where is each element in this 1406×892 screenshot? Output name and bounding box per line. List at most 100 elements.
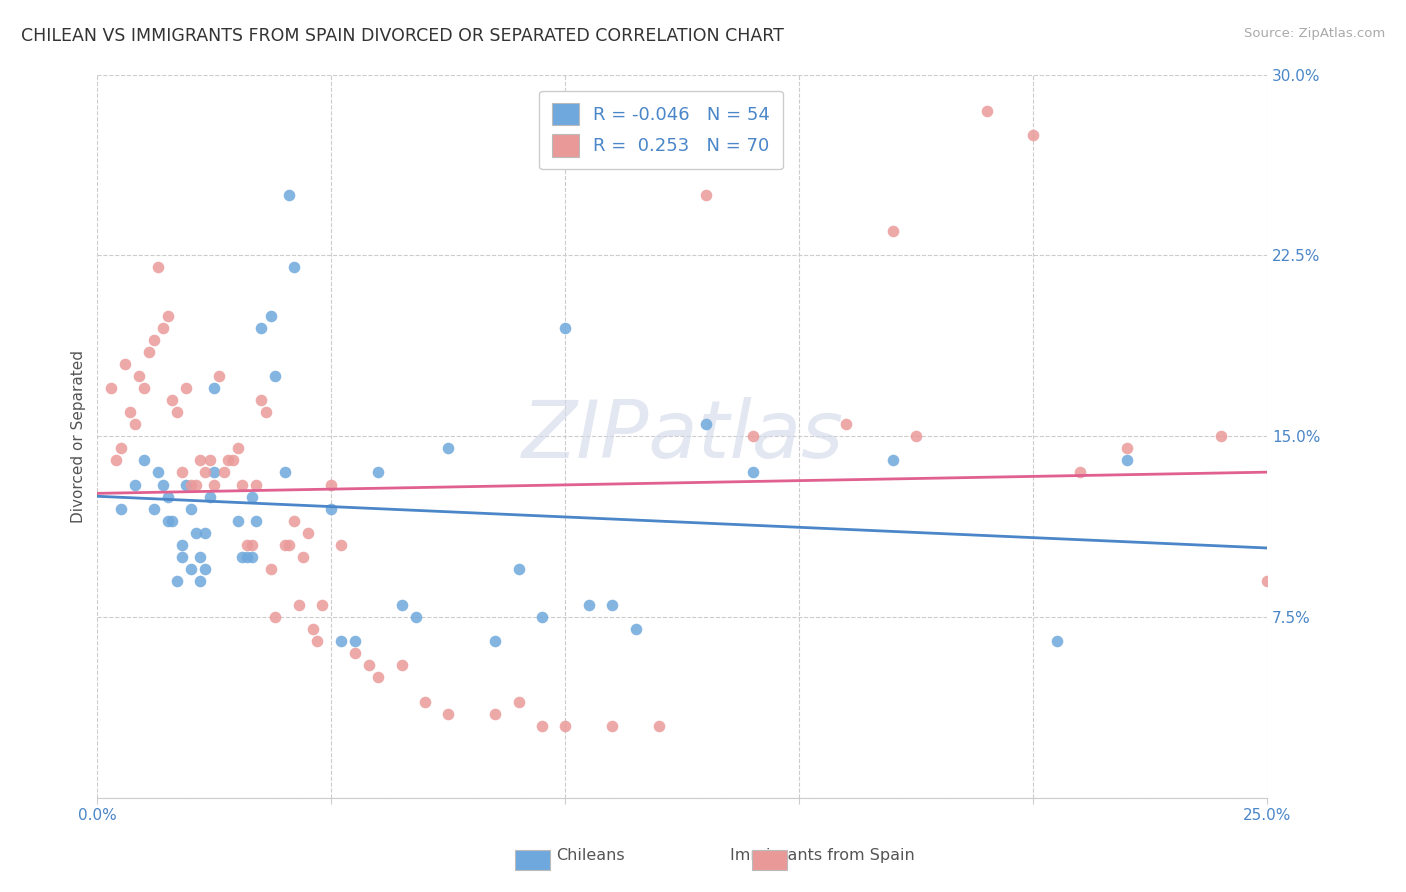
Point: [120, 405, 142, 419]
Point: [437, 706, 460, 721]
Point: [142, 501, 165, 516]
Point: [530, 610, 553, 624]
Point: [259, 309, 281, 323]
Point: [156, 309, 179, 323]
Point: [160, 393, 183, 408]
Point: [600, 598, 623, 612]
Point: [367, 670, 389, 684]
Point: [391, 658, 413, 673]
Point: [222, 453, 245, 467]
Point: [170, 549, 193, 564]
Point: [578, 598, 600, 612]
Point: [184, 525, 207, 540]
Point: [250, 393, 273, 408]
Point: [976, 103, 998, 118]
Point: [437, 442, 460, 456]
Point: [508, 695, 530, 709]
Point: [208, 369, 231, 384]
Point: [110, 501, 132, 516]
Point: [142, 333, 165, 347]
Point: [905, 429, 928, 443]
Point: [343, 634, 366, 648]
Point: [278, 188, 301, 202]
Point: [128, 369, 150, 384]
Point: [198, 490, 221, 504]
Point: [156, 490, 179, 504]
Point: [134, 381, 156, 395]
Point: [170, 466, 193, 480]
Point: [1116, 453, 1139, 467]
Point: [484, 634, 506, 648]
Point: [202, 477, 225, 491]
Text: Chileans: Chileans: [557, 848, 624, 863]
Text: ZIPatlas: ZIPatlas: [522, 397, 844, 475]
Point: [240, 490, 263, 504]
Point: [226, 514, 249, 528]
Point: [226, 442, 249, 456]
Point: [134, 453, 156, 467]
Point: [835, 417, 858, 432]
Point: [741, 429, 763, 443]
Point: [357, 658, 380, 673]
Point: [166, 574, 188, 588]
Point: [152, 477, 174, 491]
Point: [188, 453, 211, 467]
Point: [292, 549, 315, 564]
Point: [484, 706, 506, 721]
Point: [1209, 429, 1232, 443]
Point: [170, 538, 193, 552]
Point: [554, 320, 576, 334]
Point: [311, 598, 333, 612]
Point: [202, 466, 225, 480]
Point: [600, 719, 623, 733]
Point: [301, 622, 323, 636]
Point: [202, 381, 225, 395]
Point: [194, 525, 217, 540]
Point: [188, 574, 211, 588]
Point: [273, 538, 295, 552]
Y-axis label: Divorced or Separated: Divorced or Separated: [72, 350, 86, 523]
Point: [100, 381, 122, 395]
Point: [245, 477, 267, 491]
Point: [217, 453, 239, 467]
Point: [554, 719, 576, 733]
Point: [105, 453, 128, 467]
Point: [212, 466, 235, 480]
Point: [114, 357, 136, 371]
Point: [329, 538, 352, 552]
Point: [148, 260, 170, 275]
Point: [184, 477, 207, 491]
Point: [231, 477, 253, 491]
Point: [236, 538, 259, 552]
Point: [198, 453, 221, 467]
Point: [180, 501, 202, 516]
Point: [124, 417, 146, 432]
Point: [194, 466, 217, 480]
Point: [367, 466, 389, 480]
Point: [283, 260, 305, 275]
Point: [278, 538, 301, 552]
Point: [287, 598, 309, 612]
Point: [174, 477, 197, 491]
Point: [273, 466, 295, 480]
Point: [236, 549, 259, 564]
Point: [307, 634, 329, 648]
Point: [250, 320, 273, 334]
Point: [1256, 574, 1278, 588]
Point: [741, 466, 763, 480]
Point: [297, 525, 319, 540]
Point: [1069, 466, 1091, 480]
Text: CHILEAN VS IMMIGRANTS FROM SPAIN DIVORCED OR SEPARATED CORRELATION CHART: CHILEAN VS IMMIGRANTS FROM SPAIN DIVORCE…: [21, 27, 785, 45]
Point: [148, 466, 170, 480]
Point: [882, 453, 904, 467]
Point: [530, 719, 553, 733]
Point: [194, 562, 217, 576]
Point: [180, 477, 202, 491]
Point: [508, 562, 530, 576]
Text: Source: ZipAtlas.com: Source: ZipAtlas.com: [1244, 27, 1385, 40]
Point: [245, 514, 267, 528]
Point: [1046, 634, 1069, 648]
Point: [1022, 128, 1045, 142]
Point: [329, 634, 352, 648]
Point: [180, 562, 202, 576]
